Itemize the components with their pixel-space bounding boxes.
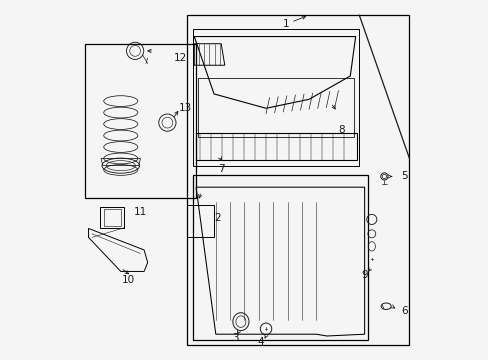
Bar	[192, 175, 367, 339]
Text: 1: 1	[282, 19, 288, 29]
Text: 13: 13	[178, 103, 192, 113]
Bar	[192, 30, 359, 166]
Text: 12: 12	[173, 53, 186, 63]
Text: 4: 4	[257, 337, 264, 347]
Text: 3: 3	[232, 333, 238, 343]
Bar	[187, 15, 408, 345]
Text: 11: 11	[134, 207, 147, 217]
Bar	[85, 44, 196, 198]
Text: 2: 2	[214, 213, 221, 222]
Text: 5: 5	[400, 171, 407, 181]
Text: 6: 6	[400, 306, 407, 316]
Bar	[196, 134, 357, 160]
Text: 10: 10	[121, 275, 134, 285]
Text: 9: 9	[361, 270, 367, 280]
Text: 7: 7	[218, 164, 224, 174]
Text: 8: 8	[337, 125, 344, 135]
